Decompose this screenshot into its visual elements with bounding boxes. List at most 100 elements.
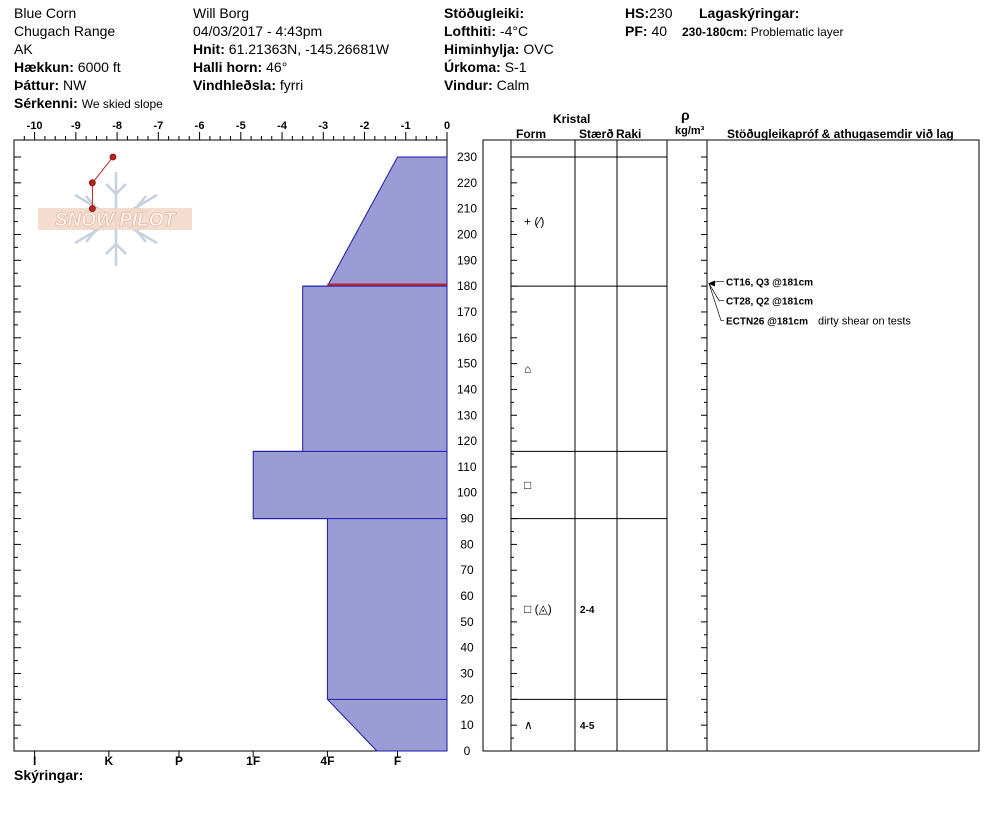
moisture-header: Raki bbox=[616, 127, 642, 141]
layer-form: + (⁄) bbox=[524, 215, 544, 229]
height-tick-label: 70 bbox=[460, 563, 474, 577]
features-value: We skied slope bbox=[81, 97, 163, 111]
layer-form: □ (◬) bbox=[524, 602, 552, 616]
temperature-point bbox=[88, 179, 96, 187]
wind-loading-label: Vindhleðsla: bbox=[193, 77, 276, 93]
layer-note-text: Problematic layer bbox=[750, 25, 844, 39]
height-tick-label: 40 bbox=[460, 641, 474, 655]
height-tick-label: 90 bbox=[460, 512, 474, 526]
layer-form: ∧ bbox=[524, 718, 533, 732]
layer-size: 4-5 bbox=[580, 721, 595, 732]
legend-label: Skýringar: bbox=[14, 767, 84, 783]
temp-tick-label: -3 bbox=[318, 120, 328, 132]
kristal-header: Kristal bbox=[553, 112, 591, 126]
precipitation: Úrkoma: S-1 bbox=[444, 58, 526, 76]
height-tick-label: 110 bbox=[457, 460, 476, 474]
sky-cover: Himinhylja: OVC bbox=[444, 40, 554, 58]
form-header: Form bbox=[516, 127, 546, 141]
coords-value: 61.21363N, -145.26681W bbox=[228, 41, 390, 57]
foot-penetration: PF: 40 bbox=[625, 22, 667, 40]
hardness-label: K bbox=[105, 754, 114, 768]
height-tick-label: 30 bbox=[460, 667, 474, 681]
test-label: ECTN26 @181cm bbox=[726, 317, 808, 328]
air-temp-value: -4°C bbox=[499, 23, 529, 39]
temperature-point bbox=[109, 153, 117, 161]
precip-label: Úrkoma: bbox=[444, 59, 501, 75]
layer-table-frame bbox=[482, 139, 980, 752]
elevation-label: Hækkun: bbox=[14, 59, 74, 75]
temp-tick-label: -6 bbox=[195, 120, 205, 132]
height-tick-label: 100 bbox=[457, 486, 477, 500]
slope-angle: Halli horn: 46° bbox=[193, 58, 287, 76]
test-comment: dirty shear on tests bbox=[818, 316, 911, 328]
test-arrow-icon bbox=[708, 280, 715, 287]
height-tick-label: 170 bbox=[457, 305, 477, 319]
datetime: 04/03/2017 - 4:43pm bbox=[193, 23, 323, 39]
wind-loading-value: fyrri bbox=[279, 77, 304, 93]
height-tick-label: 130 bbox=[457, 408, 477, 422]
location-name: Blue Corn bbox=[14, 5, 77, 21]
layer-notes-label: Lagaskýringar: bbox=[699, 5, 800, 21]
height-tick-label: 60 bbox=[460, 589, 474, 603]
wind: Vindur: Calm bbox=[444, 76, 529, 94]
layer-form: ⌂ bbox=[524, 362, 531, 376]
mountain-range: Chugach Range bbox=[14, 23, 116, 39]
density-unit-header: kg/m³ bbox=[675, 125, 705, 137]
stability: Stöðugleiki: bbox=[444, 4, 524, 22]
watermark-band bbox=[38, 208, 192, 230]
hs-value: 230 bbox=[649, 5, 673, 21]
aspect-label: Þáttur: bbox=[14, 77, 60, 93]
slope-label: Halli horn: bbox=[193, 59, 263, 75]
height-tick-label: 190 bbox=[457, 253, 477, 267]
height-tick-label: 10 bbox=[460, 718, 474, 732]
coordinates: Hnit: 61.21363N, -145.26681W bbox=[193, 40, 389, 58]
test-leader-line bbox=[708, 283, 724, 321]
height-tick-label: 200 bbox=[457, 227, 477, 241]
hardness-label: I bbox=[33, 754, 36, 768]
height-tick-label: 80 bbox=[460, 537, 474, 551]
test-label: CT16, Q3 @181cm bbox=[726, 278, 813, 289]
pf-label: PF: bbox=[625, 23, 648, 39]
elevation: Hækkun: 6000 ft bbox=[14, 58, 121, 76]
layer-form: □ bbox=[524, 478, 531, 492]
height-tick-label: 140 bbox=[457, 382, 477, 396]
height-tick-label: 210 bbox=[457, 202, 477, 216]
stability-label: Stöðugleiki: bbox=[444, 5, 525, 21]
temp-tick-label: -5 bbox=[236, 120, 246, 132]
pf-value: 40 bbox=[651, 23, 668, 39]
size-header: Stærð bbox=[579, 127, 614, 141]
coords-label: Hnit: bbox=[193, 41, 225, 57]
sky-label: Himinhylja: bbox=[444, 41, 520, 57]
state: AK bbox=[14, 41, 33, 57]
features: Sérkenni: We skied slope bbox=[14, 94, 163, 113]
observer: Will Borg bbox=[193, 5, 250, 21]
air-temperature: Lofthiti: -4°C bbox=[444, 22, 528, 40]
temperature-point bbox=[88, 205, 96, 213]
slope-value: 46° bbox=[266, 59, 288, 75]
height-tick-label: 20 bbox=[460, 692, 474, 706]
temp-tick-label: -9 bbox=[71, 120, 81, 132]
hardness-profile bbox=[252, 156, 448, 752]
layer-size: 2-4 bbox=[580, 605, 595, 616]
tests-header: Stöðugleikapróf & athugasemdir við lag bbox=[727, 127, 954, 141]
hardness-label: 1F bbox=[246, 754, 260, 768]
aspect-value: NW bbox=[63, 77, 87, 93]
elevation-value: 6000 ft bbox=[77, 59, 121, 75]
aspect: Þáttur: NW bbox=[14, 76, 86, 94]
temp-tick-label: -4 bbox=[277, 120, 288, 132]
height-tick-label: 150 bbox=[457, 357, 477, 371]
temp-tick-label: -8 bbox=[112, 120, 122, 132]
height-tick-label: 180 bbox=[457, 279, 477, 293]
height-tick-label: 160 bbox=[457, 331, 477, 345]
hardness-label: P bbox=[175, 754, 183, 768]
height-tick-label: 50 bbox=[460, 615, 474, 629]
air-temp-label: Lofthiti: bbox=[444, 23, 497, 39]
height-tick-label: 0 bbox=[464, 744, 471, 758]
hardness-label: F bbox=[394, 754, 401, 768]
temp-tick-label: -1 bbox=[401, 120, 411, 132]
temp-tick-label: -10 bbox=[27, 120, 43, 132]
precip-value: S-1 bbox=[504, 59, 527, 75]
snow-height: HS:230 bbox=[625, 4, 672, 22]
features-label: Sérkenni: bbox=[14, 95, 78, 111]
